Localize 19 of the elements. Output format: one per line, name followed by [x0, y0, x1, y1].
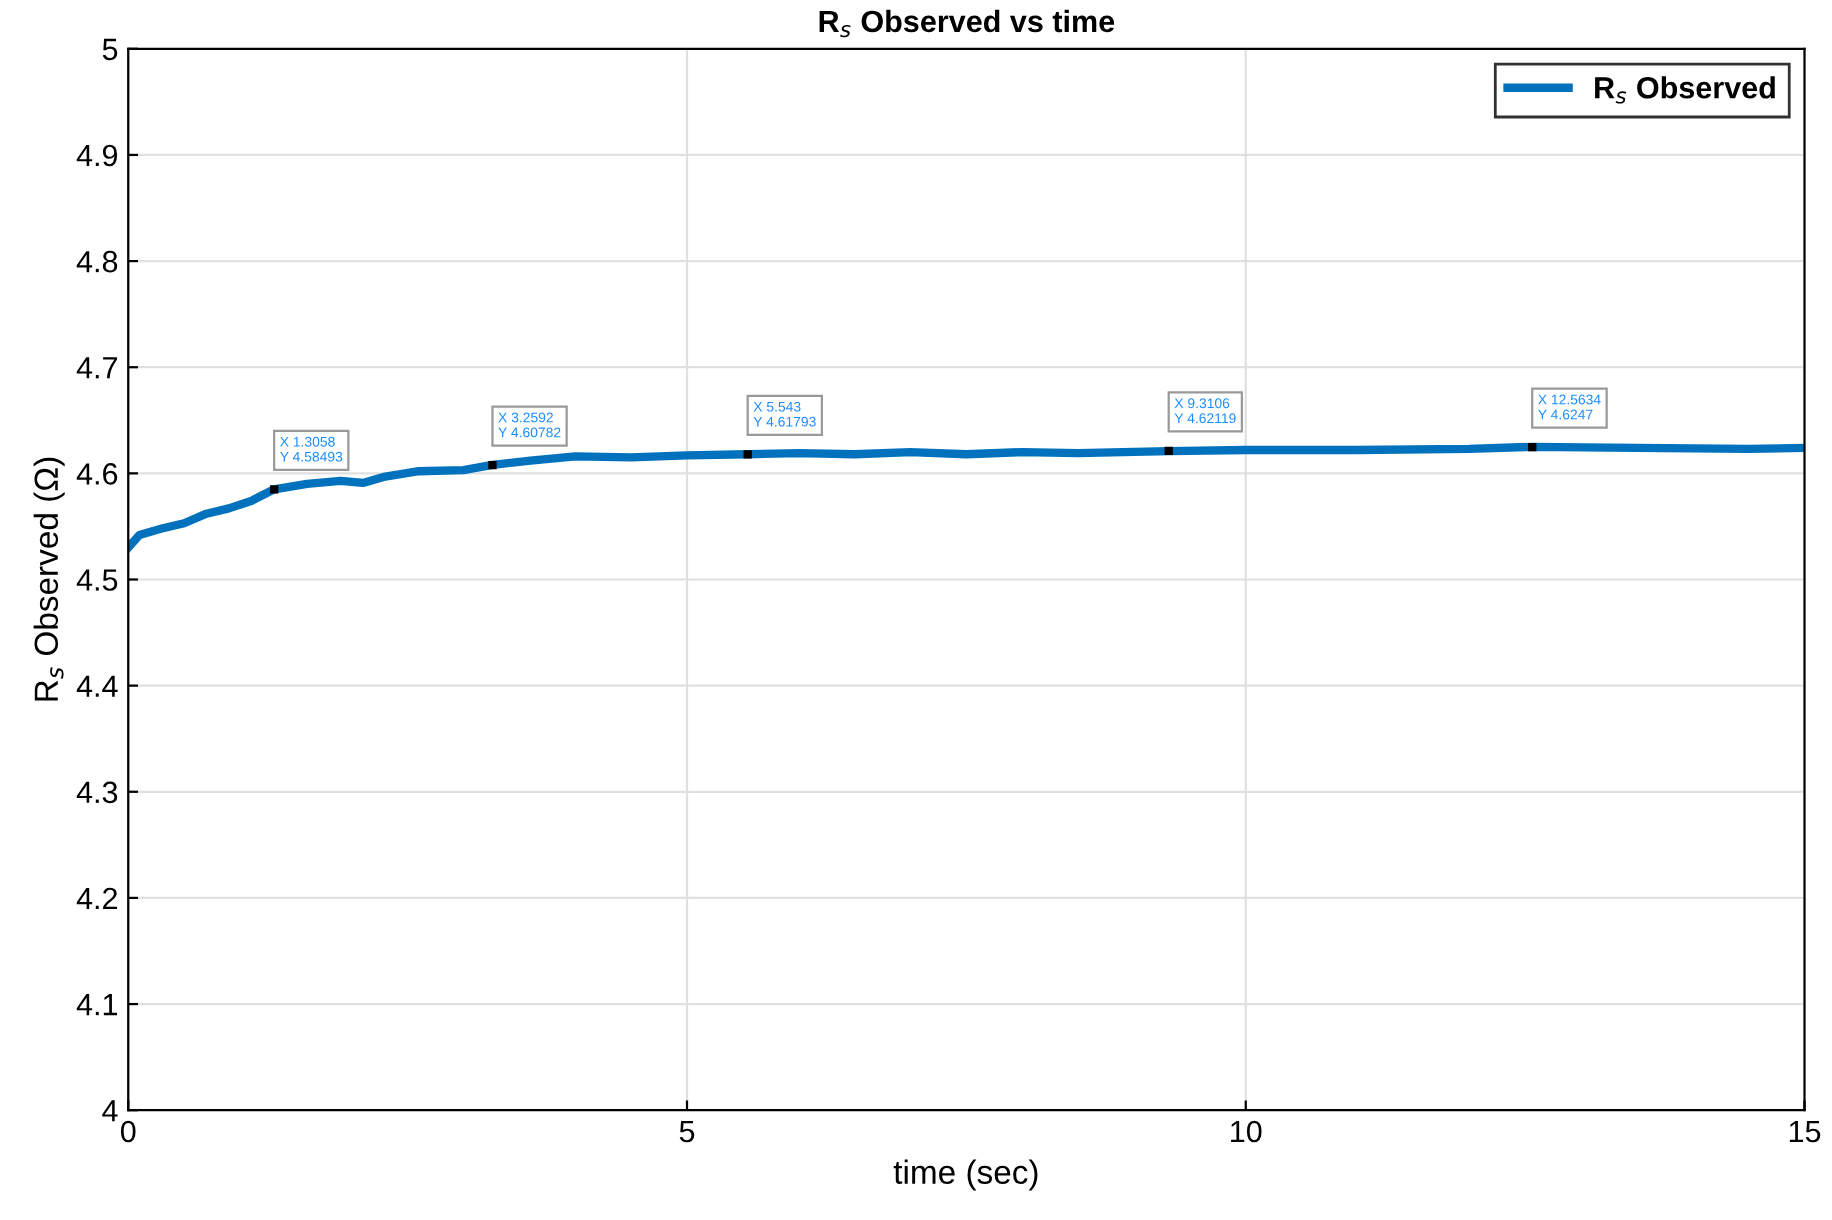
y-tick-label: 4.8: [76, 250, 118, 273]
y-tick-label: 4: [102, 1100, 118, 1122]
y-tick-label: 4.4: [76, 675, 118, 697]
x-tick-label: 15: [1789, 1121, 1821, 1143]
y-tick-label: 5: [102, 38, 118, 61]
y-tick-label: 4.7: [76, 357, 117, 379]
x-axis-title: time (sec): [893, 1159, 1038, 1191]
chart-title: R$_{s}$ Observed vs time: [819, 9, 1115, 38]
y-tick-label: 4.9: [76, 144, 118, 167]
x-tick-label: 10: [1231, 1120, 1262, 1143]
y-tick-label: 4.6: [76, 463, 118, 485]
x-tick-label: 0: [120, 1120, 136, 1143]
y-tick-label: 4.3: [76, 781, 118, 804]
x-tick-label: 5: [679, 1121, 695, 1143]
legend-label: R$_{s}$ Observed: [1595, 76, 1775, 104]
y-tick-label: 4.5: [76, 569, 118, 591]
y-axis-title: R$_{s}$ Observed (Ω): [33, 457, 65, 701]
y-tick-label: 4.1: [76, 994, 118, 1016]
y-tick-label: 4.2: [76, 887, 117, 909]
